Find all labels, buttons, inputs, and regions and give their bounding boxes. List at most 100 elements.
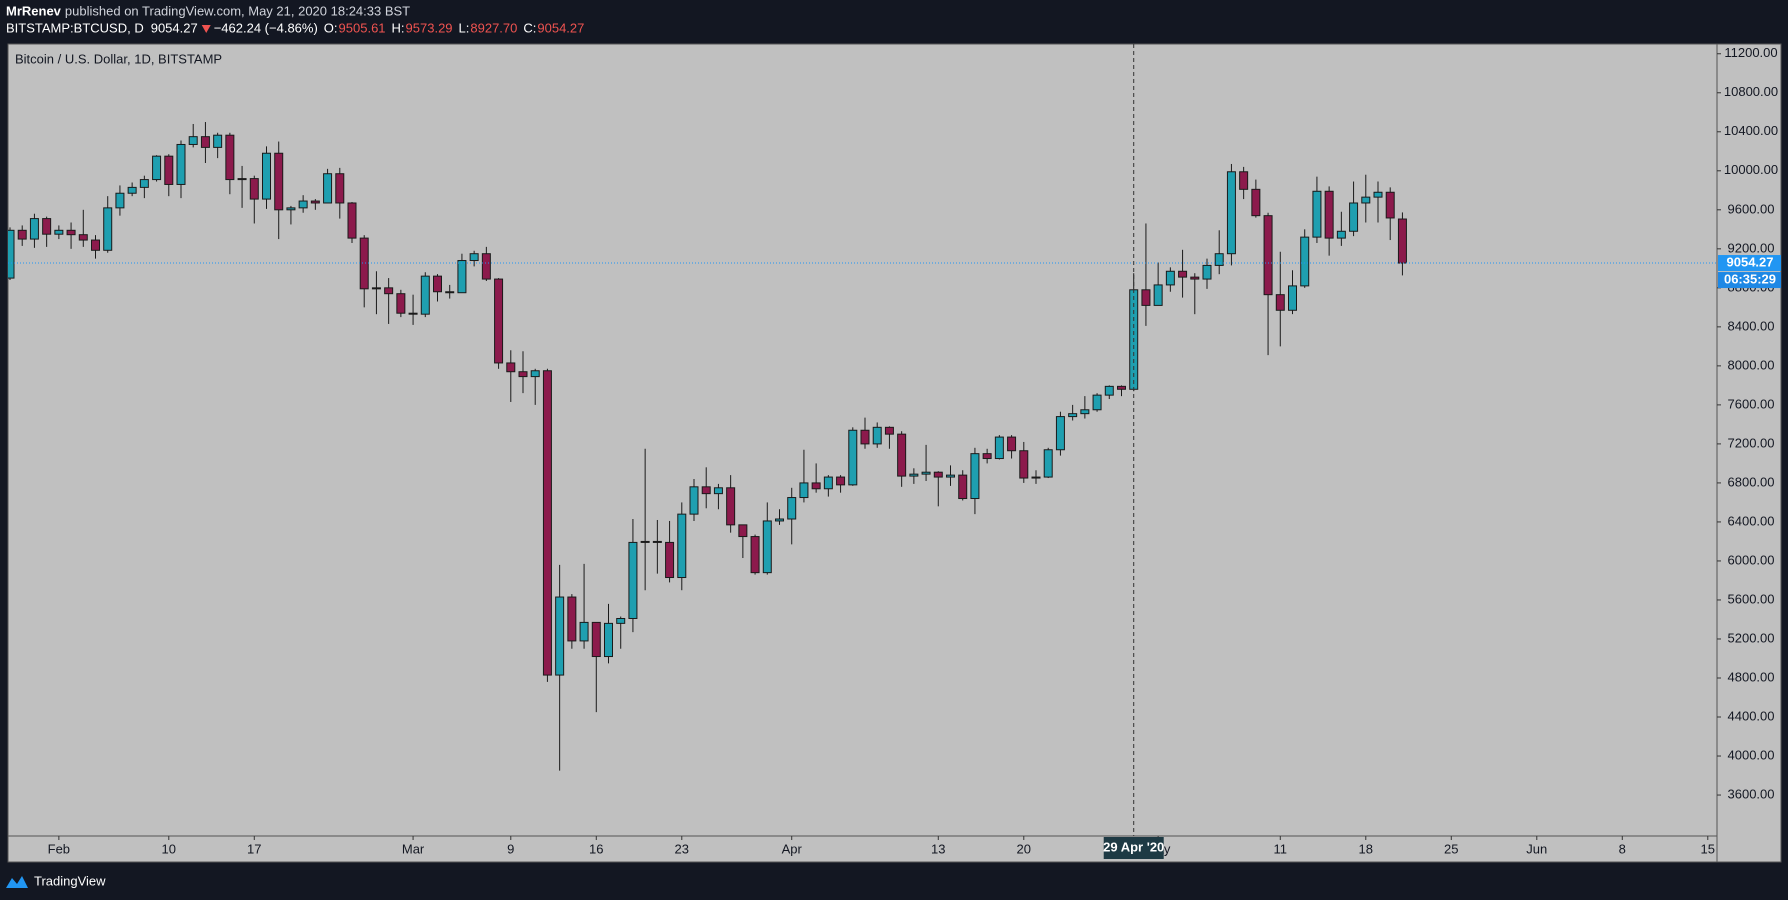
published-info: published on TradingView.com, May 21, 20… xyxy=(65,3,410,18)
candle-body xyxy=(872,426,882,445)
candle-body xyxy=(1141,289,1151,306)
y-tick-label: 10400.00 xyxy=(1724,123,1778,138)
candle-body xyxy=(762,520,772,574)
candle-body xyxy=(408,312,418,315)
price-axis-border xyxy=(1716,43,1782,863)
candle-body xyxy=(1043,449,1053,478)
x-tick-label: Apr xyxy=(782,841,803,856)
candle-body xyxy=(127,186,137,194)
candle-body xyxy=(176,143,186,185)
ohlc-label: L: xyxy=(459,20,470,35)
candle-body xyxy=(1385,191,1395,219)
candle-body xyxy=(860,429,870,445)
candle-body xyxy=(799,482,809,499)
candle-body xyxy=(1397,218,1407,264)
x-tick-label: 20 xyxy=(1017,841,1031,856)
ohlc-value: 9573.29 xyxy=(406,20,453,35)
candle-body xyxy=(17,229,27,240)
candle-body xyxy=(384,287,394,295)
candle-body xyxy=(994,436,1004,460)
candle-body xyxy=(469,253,479,262)
candle-body xyxy=(1312,190,1322,238)
candle-body xyxy=(909,473,919,477)
x-tick-label: 13 xyxy=(931,841,945,856)
candle-body xyxy=(982,453,992,460)
last-price-box xyxy=(1718,255,1781,272)
chart-area xyxy=(8,44,1781,862)
y-tick-label: 4400.00 xyxy=(1728,708,1775,723)
candle-body xyxy=(347,202,357,239)
candle-body xyxy=(738,524,748,538)
candle-body xyxy=(1117,385,1126,390)
x-tick-label: 18 xyxy=(1359,841,1373,856)
crosshair-box xyxy=(1103,837,1164,859)
candle-body xyxy=(665,541,675,579)
candle-body xyxy=(958,474,968,500)
brand-logo xyxy=(6,876,28,888)
candle-body xyxy=(42,218,52,235)
candle-body xyxy=(579,621,589,642)
candle-body xyxy=(200,136,210,148)
candle-body xyxy=(518,371,528,378)
candle-body xyxy=(29,218,39,240)
candle-body xyxy=(677,513,687,579)
countdown-box xyxy=(1718,272,1781,289)
candle-body xyxy=(1373,191,1383,198)
candle-body xyxy=(1202,264,1212,280)
candle-body xyxy=(494,278,504,364)
candle-body xyxy=(1349,202,1359,232)
y-tick-label: 7200.00 xyxy=(1728,435,1775,450)
candle-body xyxy=(262,152,271,200)
candle-body xyxy=(1275,294,1285,311)
candle-body xyxy=(1263,215,1273,296)
candle-body xyxy=(640,540,650,543)
candle-body xyxy=(433,275,442,293)
candle-body xyxy=(298,200,308,209)
candle-body xyxy=(139,179,149,188)
candle-body xyxy=(1361,196,1371,204)
y-tick-label: 4800.00 xyxy=(1728,669,1775,684)
candle-body xyxy=(1153,284,1163,306)
candle-body xyxy=(506,362,516,373)
x-tick-label: 8 xyxy=(1619,841,1626,856)
candle-body xyxy=(152,155,162,181)
candle-body xyxy=(567,596,577,642)
candle-body xyxy=(1165,270,1175,286)
candle-body xyxy=(310,200,320,204)
ohlc-label: O: xyxy=(324,20,338,35)
candle-body xyxy=(750,536,760,574)
candle-body xyxy=(274,152,284,211)
candle-body xyxy=(54,229,64,235)
candle-body xyxy=(701,486,711,495)
candle-body xyxy=(1019,450,1029,479)
y-tick-label: 10000.00 xyxy=(1724,162,1778,177)
y-tick-label: 6800.00 xyxy=(1728,474,1775,489)
symbol: BITSTAMP:BTCUSD, D xyxy=(6,20,144,35)
y-tick-label: 5200.00 xyxy=(1728,630,1775,645)
last-price: 9054.27 xyxy=(151,20,198,35)
crosshair-label: 29 Apr '20 xyxy=(1103,839,1164,854)
candle-body xyxy=(946,474,955,478)
candle-body xyxy=(1324,190,1334,239)
candle-body xyxy=(1178,270,1188,278)
candle-body xyxy=(897,433,907,477)
candle-body xyxy=(970,453,980,500)
x-tick-label: Feb xyxy=(48,841,70,856)
candle-body xyxy=(555,596,565,676)
candle-body xyxy=(836,476,846,486)
candle-body xyxy=(103,207,113,251)
candle-body xyxy=(933,471,943,478)
y-tick-label: 5600.00 xyxy=(1728,591,1775,606)
candle-body xyxy=(530,370,540,378)
x-tick-label: Mar xyxy=(402,841,425,856)
y-tick-label: 4000.00 xyxy=(1728,747,1775,762)
countdown: 06:35:29 xyxy=(1724,271,1776,286)
y-tick-label: 8400.00 xyxy=(1728,318,1775,333)
candle-body xyxy=(823,476,833,490)
x-tick-label: Jun xyxy=(1526,841,1547,856)
candle-body xyxy=(1300,236,1310,287)
candle-body xyxy=(323,173,333,204)
x-tick-label: 16 xyxy=(589,841,603,856)
candle-body xyxy=(445,291,455,294)
